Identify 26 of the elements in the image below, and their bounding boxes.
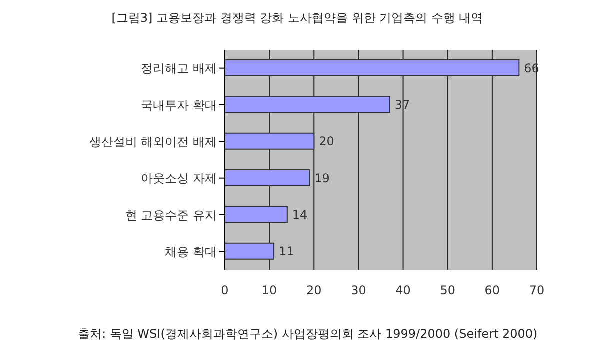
data-label: 14 (292, 208, 308, 222)
y-tick-label: 국내투자 확대 (141, 98, 217, 112)
bar (225, 206, 288, 224)
x-tick-label: 50 (440, 284, 456, 298)
chart-title: [그림3] 고용보장과 경쟁력 강화 노사협약을 위한 기업측의 수행 내역 (110, 10, 484, 27)
x-tick-label: 70 (529, 284, 545, 298)
x-tick-label: 10 (262, 284, 278, 298)
x-tick-label: 20 (306, 284, 322, 298)
x-tick-label: 40 (396, 284, 411, 298)
bar (225, 96, 390, 114)
data-label: 11 (279, 244, 294, 259)
bar (225, 170, 310, 186)
bar (225, 242, 275, 260)
bar (225, 60, 520, 76)
bar (225, 132, 315, 150)
data-label: 19 (314, 171, 330, 186)
x-tick-label: 30 (351, 284, 366, 298)
y-tick-label: 생산설비 해외이전 배제 (89, 134, 217, 149)
y-tick-label: 아웃소싱 자제 (141, 172, 217, 186)
y-tick-label: 현 고용수준 유지 (125, 208, 217, 222)
y-tick-label: 채용 확대 (165, 244, 217, 259)
source-note: 출처: 독일 WSI(경제사회과학연구소) 사업장평의회 조사 1999/2000 (Seifert 2000) (77, 326, 539, 343)
data-label: 20 (319, 134, 334, 149)
y-tick-label: 정리해고 배제 (141, 62, 217, 76)
x-tick-label: 0 (221, 284, 229, 298)
x-tick-label: 60 (484, 284, 500, 298)
